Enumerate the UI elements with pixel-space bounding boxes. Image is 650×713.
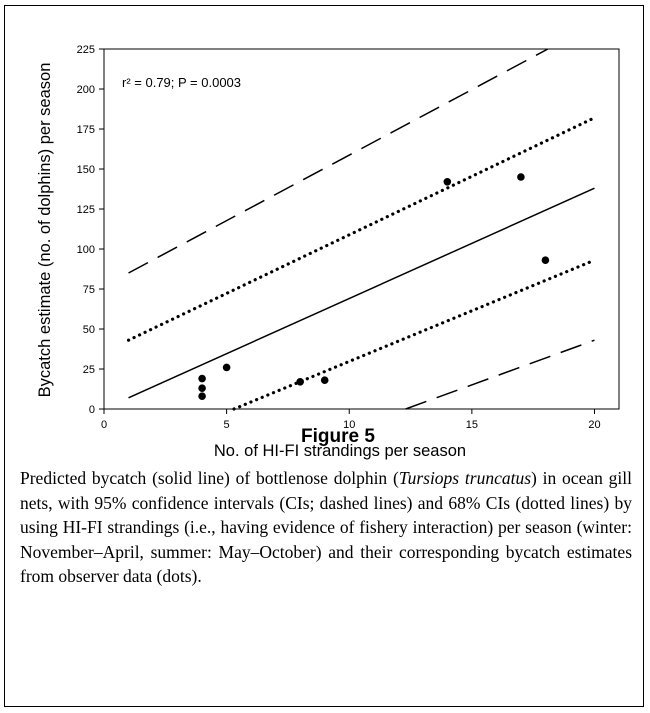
y-axis-label: Bycatch estimate (no. of dolphins) per s… (36, 63, 54, 398)
y-tick-label: 100 (77, 244, 95, 256)
y-tick-label: 125 (77, 204, 95, 216)
caption-text: ) in ocean gill nets, with 95% confidenc… (20, 468, 632, 586)
data-point (320, 376, 329, 385)
caption: Predicted bycatch (solid line) of bottle… (20, 466, 632, 589)
x-tick-label: 5 (224, 419, 230, 431)
y-tick-label: 50 (83, 324, 95, 336)
figure-frame (4, 5, 644, 707)
data-point (443, 178, 452, 186)
plot-frame (103, 48, 620, 410)
y-tick-label: 75 (83, 284, 95, 296)
x-tick-label: 20 (588, 419, 600, 431)
y-tick-label: 175 (77, 124, 95, 136)
y-tick-label: 25 (83, 364, 95, 376)
data-point (541, 256, 550, 265)
caption-species: Tursiops truncatus (398, 468, 532, 488)
data-point (222, 363, 231, 372)
y-tick-label: 150 (77, 164, 95, 176)
x-tick-label: 0 (101, 419, 107, 431)
data-point (198, 392, 206, 401)
fit-line (126, 116, 597, 342)
figure-label: Figure 5 (301, 426, 375, 447)
fit-line (128, 48, 549, 274)
x-tick-label: 10 (343, 419, 355, 431)
data-point (296, 378, 304, 386)
chart: r² = 0.79; P = 0.0003 No. of HI-FI stran… (36, 44, 620, 460)
fit-line (232, 258, 597, 411)
fit-line (128, 187, 595, 399)
data-point (198, 374, 206, 383)
annotation: r² = 0.79; P = 0.0003 (122, 75, 241, 90)
x-tick-label: 15 (466, 419, 478, 431)
data-point (517, 173, 525, 181)
y-tick-label: 225 (77, 44, 95, 56)
y-tick-label: 200 (77, 84, 95, 96)
caption-text: Predicted bycatch (solid line) of bottle… (20, 468, 399, 488)
y-tick-label: 0 (89, 404, 95, 416)
x-axis-label: No. of HI-FI strandings per season (214, 442, 466, 460)
data-point (198, 384, 206, 393)
fit-line (405, 339, 595, 410)
